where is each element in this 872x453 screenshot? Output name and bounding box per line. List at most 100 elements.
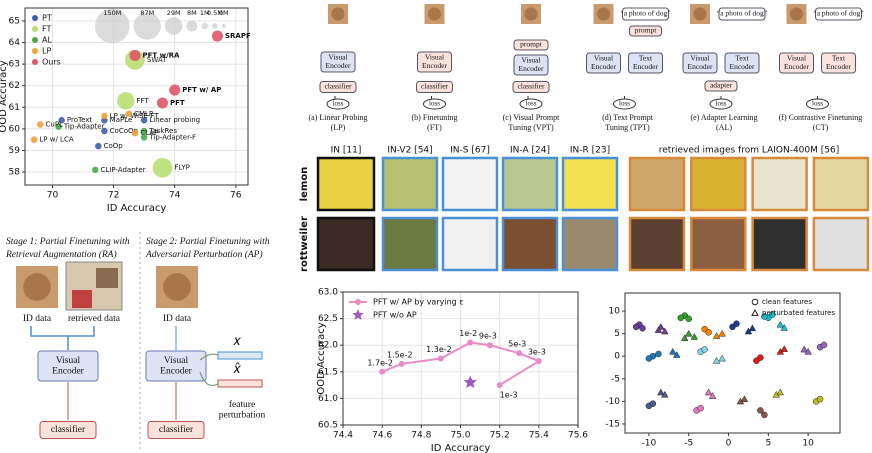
module-box xyxy=(629,25,662,37)
module-label: Encoder xyxy=(422,61,447,70)
x-tick-label: 74 xyxy=(169,191,181,201)
x-tick-label: 75.4 xyxy=(529,431,549,441)
feature-bar xyxy=(217,379,263,388)
x-tick-label: 74.6 xyxy=(372,431,392,441)
point xyxy=(820,341,828,349)
x-tick-label: 0 xyxy=(726,439,732,449)
y-tick-label: 65 xyxy=(9,16,20,26)
stage-title: Retrieval Augmentation (RA) xyxy=(5,249,117,260)
y-tick-label: 64 xyxy=(9,38,21,48)
triangle-point xyxy=(740,395,749,403)
encoder-label: Visual xyxy=(164,356,189,366)
y-tick-label: 5 xyxy=(614,329,620,339)
arrow-path xyxy=(30,326,95,350)
plot-frame xyxy=(342,291,579,426)
triangle-point xyxy=(718,329,726,337)
point xyxy=(496,382,503,389)
column-header: retrieved images from LAION-400M [56] xyxy=(659,146,840,156)
example-image xyxy=(441,156,499,212)
module-box xyxy=(821,52,856,74)
point-label: SRAPF xyxy=(225,32,251,40)
x-tick-label: 74.8 xyxy=(411,431,431,441)
size-legend-label: 150M xyxy=(103,9,121,17)
module-label: loss xyxy=(429,100,440,108)
module-label: loss xyxy=(619,100,630,108)
point xyxy=(685,315,692,322)
module-label: “a photo of dog” xyxy=(813,9,863,18)
y-tick-label: 63.0 xyxy=(318,288,338,298)
example-image xyxy=(381,156,439,212)
y-tick-label: 10 xyxy=(609,307,621,317)
column-header: IN-S [67] xyxy=(450,146,490,156)
module-box xyxy=(417,51,452,73)
module-label: Text xyxy=(639,53,653,62)
bubble xyxy=(125,110,133,118)
point-label: Tip-Adapter xyxy=(63,123,105,131)
example-image xyxy=(381,216,439,272)
classifier-label: classifier xyxy=(159,424,194,435)
point-label: CMLP xyxy=(134,110,153,118)
module-label: Encoder xyxy=(519,64,544,73)
triangle-point xyxy=(780,345,788,352)
legend-label: PFT w/ AP by varying ε xyxy=(373,298,464,307)
y-tick-label: 60 xyxy=(9,124,21,134)
dog-image-face xyxy=(789,7,804,21)
y-tick-label: 62 xyxy=(9,81,20,91)
point-label: CuPL xyxy=(46,121,64,129)
module-box xyxy=(724,52,760,74)
point xyxy=(437,355,444,362)
size-legend-label: 8M xyxy=(187,9,197,17)
module-label: Encoder xyxy=(591,62,616,71)
example-image xyxy=(751,156,808,212)
point-label: ProText xyxy=(67,116,93,124)
point-label: FFT xyxy=(137,97,150,105)
triangle-point xyxy=(661,327,669,335)
triangle-point xyxy=(780,323,788,331)
y-tick-label: 59 xyxy=(9,146,21,156)
column-header: IN-R [23] xyxy=(570,146,610,156)
module-box xyxy=(513,39,549,51)
stage-title: Adversarial Perturbation (AP) xyxy=(145,249,263,260)
arrow-path xyxy=(199,353,219,387)
retrieved-collage xyxy=(72,290,92,308)
point xyxy=(733,320,740,327)
encoder-box xyxy=(37,350,99,382)
panel-caption: Tuning (TPT) xyxy=(605,123,650,132)
x-tick-label: 72 xyxy=(108,191,119,201)
y-axis-label: OOD Accuracy xyxy=(0,60,9,132)
example-image xyxy=(628,156,686,212)
dog-image-face xyxy=(596,7,611,21)
module-box xyxy=(319,81,357,93)
triangle-point xyxy=(684,329,693,337)
point xyxy=(645,355,653,362)
x-tick-label: -10 xyxy=(642,439,657,449)
point-label: PFT w/RA xyxy=(143,51,181,59)
example-image xyxy=(812,156,870,212)
triangle-point xyxy=(776,320,785,328)
module-box xyxy=(704,80,738,92)
size-legend-marker xyxy=(211,23,218,29)
panel-caption: (f) Contrastive Finetuning xyxy=(779,113,863,122)
module-label: prompt xyxy=(520,40,543,49)
triangle-point xyxy=(669,347,677,355)
example-image xyxy=(812,216,870,272)
point-label: SWAT xyxy=(147,56,167,64)
point xyxy=(769,311,776,318)
point-label: Tip-Adapter-F xyxy=(148,134,196,142)
legend-label: Ours xyxy=(42,58,61,67)
module-label: adapter xyxy=(710,81,733,90)
legend-marker xyxy=(32,26,38,32)
encoder-label: Visual xyxy=(56,356,81,366)
size-legend-marker xyxy=(95,8,130,44)
point xyxy=(816,395,824,403)
y-tick-label: 61.0 xyxy=(318,394,338,404)
module-label: prompt xyxy=(635,26,658,35)
stage-title: Stage 1: Partial Finetuning with xyxy=(6,237,130,247)
point xyxy=(761,411,768,419)
module-label: Encoder xyxy=(633,62,658,71)
module-label: Encoder xyxy=(826,62,851,71)
encoder-label: Encoder xyxy=(160,366,192,376)
point xyxy=(379,368,386,375)
module-box xyxy=(416,81,453,93)
